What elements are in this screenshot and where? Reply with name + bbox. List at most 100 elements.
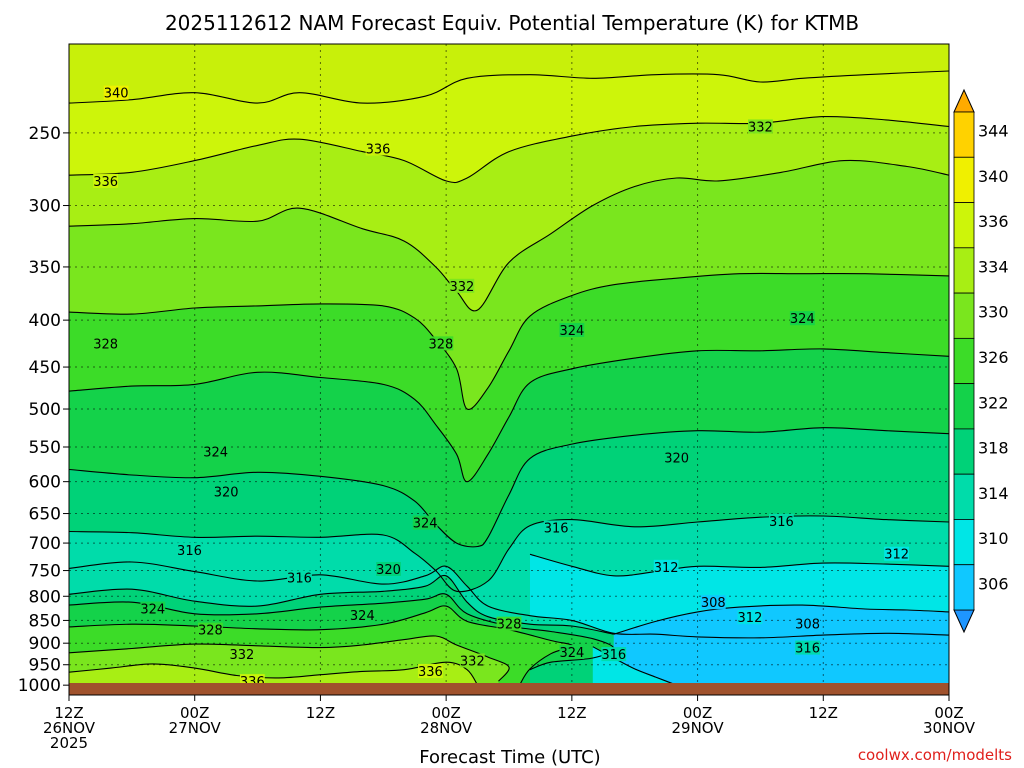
y-tick-label-600: 600 bbox=[29, 473, 61, 493]
ground-strip bbox=[69, 683, 949, 695]
contour-label-text: 328 bbox=[497, 618, 522, 633]
contour-label-bg bbox=[365, 141, 391, 156]
colorbar-bottom-arrow bbox=[953, 609, 975, 634]
contour-label-text: 324 bbox=[140, 603, 165, 618]
contour-label-text: 308 bbox=[701, 596, 726, 611]
contour-label-308-20: 308 bbox=[701, 595, 726, 611]
x-tick-label-36-2: 28NOV bbox=[420, 719, 473, 737]
y-tick-label-900: 900 bbox=[29, 634, 61, 654]
contour-label-332-3: 332 bbox=[748, 119, 773, 135]
contour-label-text: 312 bbox=[654, 561, 679, 576]
y-tick-label-450: 450 bbox=[29, 358, 61, 378]
contour-label-bg bbox=[748, 119, 773, 134]
contour-line-336-1 bbox=[69, 115, 949, 184]
contour-label-332-31: 332 bbox=[459, 653, 485, 670]
contour-label-text: 332 bbox=[449, 280, 474, 295]
contour-label-text: 336 bbox=[366, 143, 391, 158]
colorbar-swatch-322 bbox=[953, 383, 975, 430]
colorbar-swatch-334 bbox=[953, 247, 975, 294]
contour-label-332-4: 332 bbox=[449, 278, 474, 295]
contour-label-bg bbox=[213, 484, 239, 499]
contour-label-312-16: 312 bbox=[884, 546, 909, 563]
contour-label-bg bbox=[664, 450, 690, 465]
y-tick-label-750: 750 bbox=[29, 562, 61, 582]
contour-label-text: 316 bbox=[544, 521, 569, 536]
contour-label-324-7: 324 bbox=[559, 322, 585, 339]
colorbar-label-336: 336 bbox=[978, 212, 1009, 231]
contour-label-328-5: 328 bbox=[93, 336, 118, 352]
x-tick-label-12-1: 00Z bbox=[180, 704, 209, 722]
contour-label-text: 316 bbox=[769, 515, 794, 530]
contour-label-bg bbox=[412, 515, 438, 530]
contour-label-328-6: 328 bbox=[428, 336, 453, 352]
colorbar-label-322: 322 bbox=[978, 393, 1009, 412]
contour-label-324-22: 324 bbox=[349, 607, 375, 624]
colorbar-label-326: 326 bbox=[978, 348, 1009, 367]
y-axis: 250 300 350 400 450 500 550 600 650 700 750 800 850 9… bbox=[18, 124, 69, 696]
contour-label-bg bbox=[559, 644, 585, 659]
contour-label-text: 316 bbox=[795, 642, 820, 657]
contour-label-bg bbox=[795, 616, 820, 631]
contour-label-text: 332 bbox=[460, 655, 485, 670]
contour-line-332-12 bbox=[69, 635, 510, 682]
contour-label-bg bbox=[177, 542, 202, 557]
contour-label-bg bbox=[496, 616, 522, 631]
colorbar-label-340: 340 bbox=[978, 167, 1009, 186]
contour-line-328-3 bbox=[69, 272, 949, 410]
contour-label-bg bbox=[349, 607, 375, 622]
colorbar-swatch-336 bbox=[953, 202, 975, 249]
contour-label-text: 328 bbox=[428, 337, 453, 352]
contour-label-316-14: 316 bbox=[769, 513, 794, 530]
chart-title: 2025112612 NAM Forecast Equiv. Potential… bbox=[165, 11, 859, 35]
colorbar-swatch-330 bbox=[953, 292, 975, 339]
contour-line-316-8 bbox=[69, 561, 949, 639]
contour-label-340-0: 340 bbox=[103, 85, 129, 102]
x-tick-label-60-1: 00Z bbox=[683, 704, 712, 722]
contour-label-bg bbox=[287, 570, 312, 585]
contour-label-text: 308 bbox=[795, 618, 820, 633]
x-tick-label-48-1: 12Z bbox=[557, 704, 586, 722]
contour-label-bg bbox=[203, 444, 229, 459]
contour-label-bg bbox=[795, 640, 820, 655]
colorbar-swatch-340 bbox=[953, 156, 975, 203]
contour-label-bg bbox=[559, 322, 585, 337]
y-tick-label-950: 950 bbox=[29, 656, 61, 676]
x-tick-label-84-2: 30NOV bbox=[923, 719, 976, 737]
colorbar-swatch-326 bbox=[953, 337, 975, 385]
contour-label-text: 320 bbox=[214, 485, 239, 500]
contour-label-324-12: 324 bbox=[412, 515, 438, 532]
colorbar-top-arrow bbox=[953, 88, 975, 113]
contour-label-text: 316 bbox=[601, 648, 626, 663]
contour-label-text: 324 bbox=[790, 312, 815, 327]
contour-label-text: 332 bbox=[748, 120, 773, 135]
contour-line-320-9 bbox=[69, 574, 614, 635]
contour-label-text: 312 bbox=[738, 611, 763, 626]
contour-label-bg bbox=[229, 647, 255, 662]
contour-label-bg bbox=[418, 663, 443, 678]
contour-label-text: 312 bbox=[884, 548, 909, 563]
colorbar-swatch-314 bbox=[953, 473, 975, 520]
contour-label-316-29: 316 bbox=[601, 647, 626, 663]
contour-label-text: 324 bbox=[413, 517, 438, 532]
contour-label-bg bbox=[459, 653, 485, 668]
contour-label-324-28: 324 bbox=[559, 644, 585, 661]
contour-label-text: 336 bbox=[418, 665, 443, 680]
x-axis-label: Forecast Time (UTC) bbox=[419, 747, 600, 768]
contour-label-bg bbox=[789, 311, 815, 326]
contour-label-text: 324 bbox=[559, 324, 584, 339]
contour-label-bg bbox=[601, 647, 627, 662]
colorbar-swatch-318 bbox=[953, 428, 975, 475]
contour-label-bg bbox=[103, 85, 129, 100]
contour-label-layer: 340 336 336 332 332 328 328 324 324 324 320 320 324 3… bbox=[93, 85, 909, 690]
contour-label-312-23: 312 bbox=[738, 610, 763, 626]
contour-label-text: 324 bbox=[559, 646, 584, 661]
colorbar-label-330: 330 bbox=[978, 303, 1009, 322]
contour-label-316-13: 316 bbox=[544, 520, 569, 536]
contour-label-320-18: 320 bbox=[376, 561, 401, 578]
contour-label-bg bbox=[140, 601, 166, 616]
plot-frame bbox=[68, 43, 950, 696]
contour-label-text: 324 bbox=[203, 445, 228, 460]
contour-layer bbox=[69, 70, 949, 686]
